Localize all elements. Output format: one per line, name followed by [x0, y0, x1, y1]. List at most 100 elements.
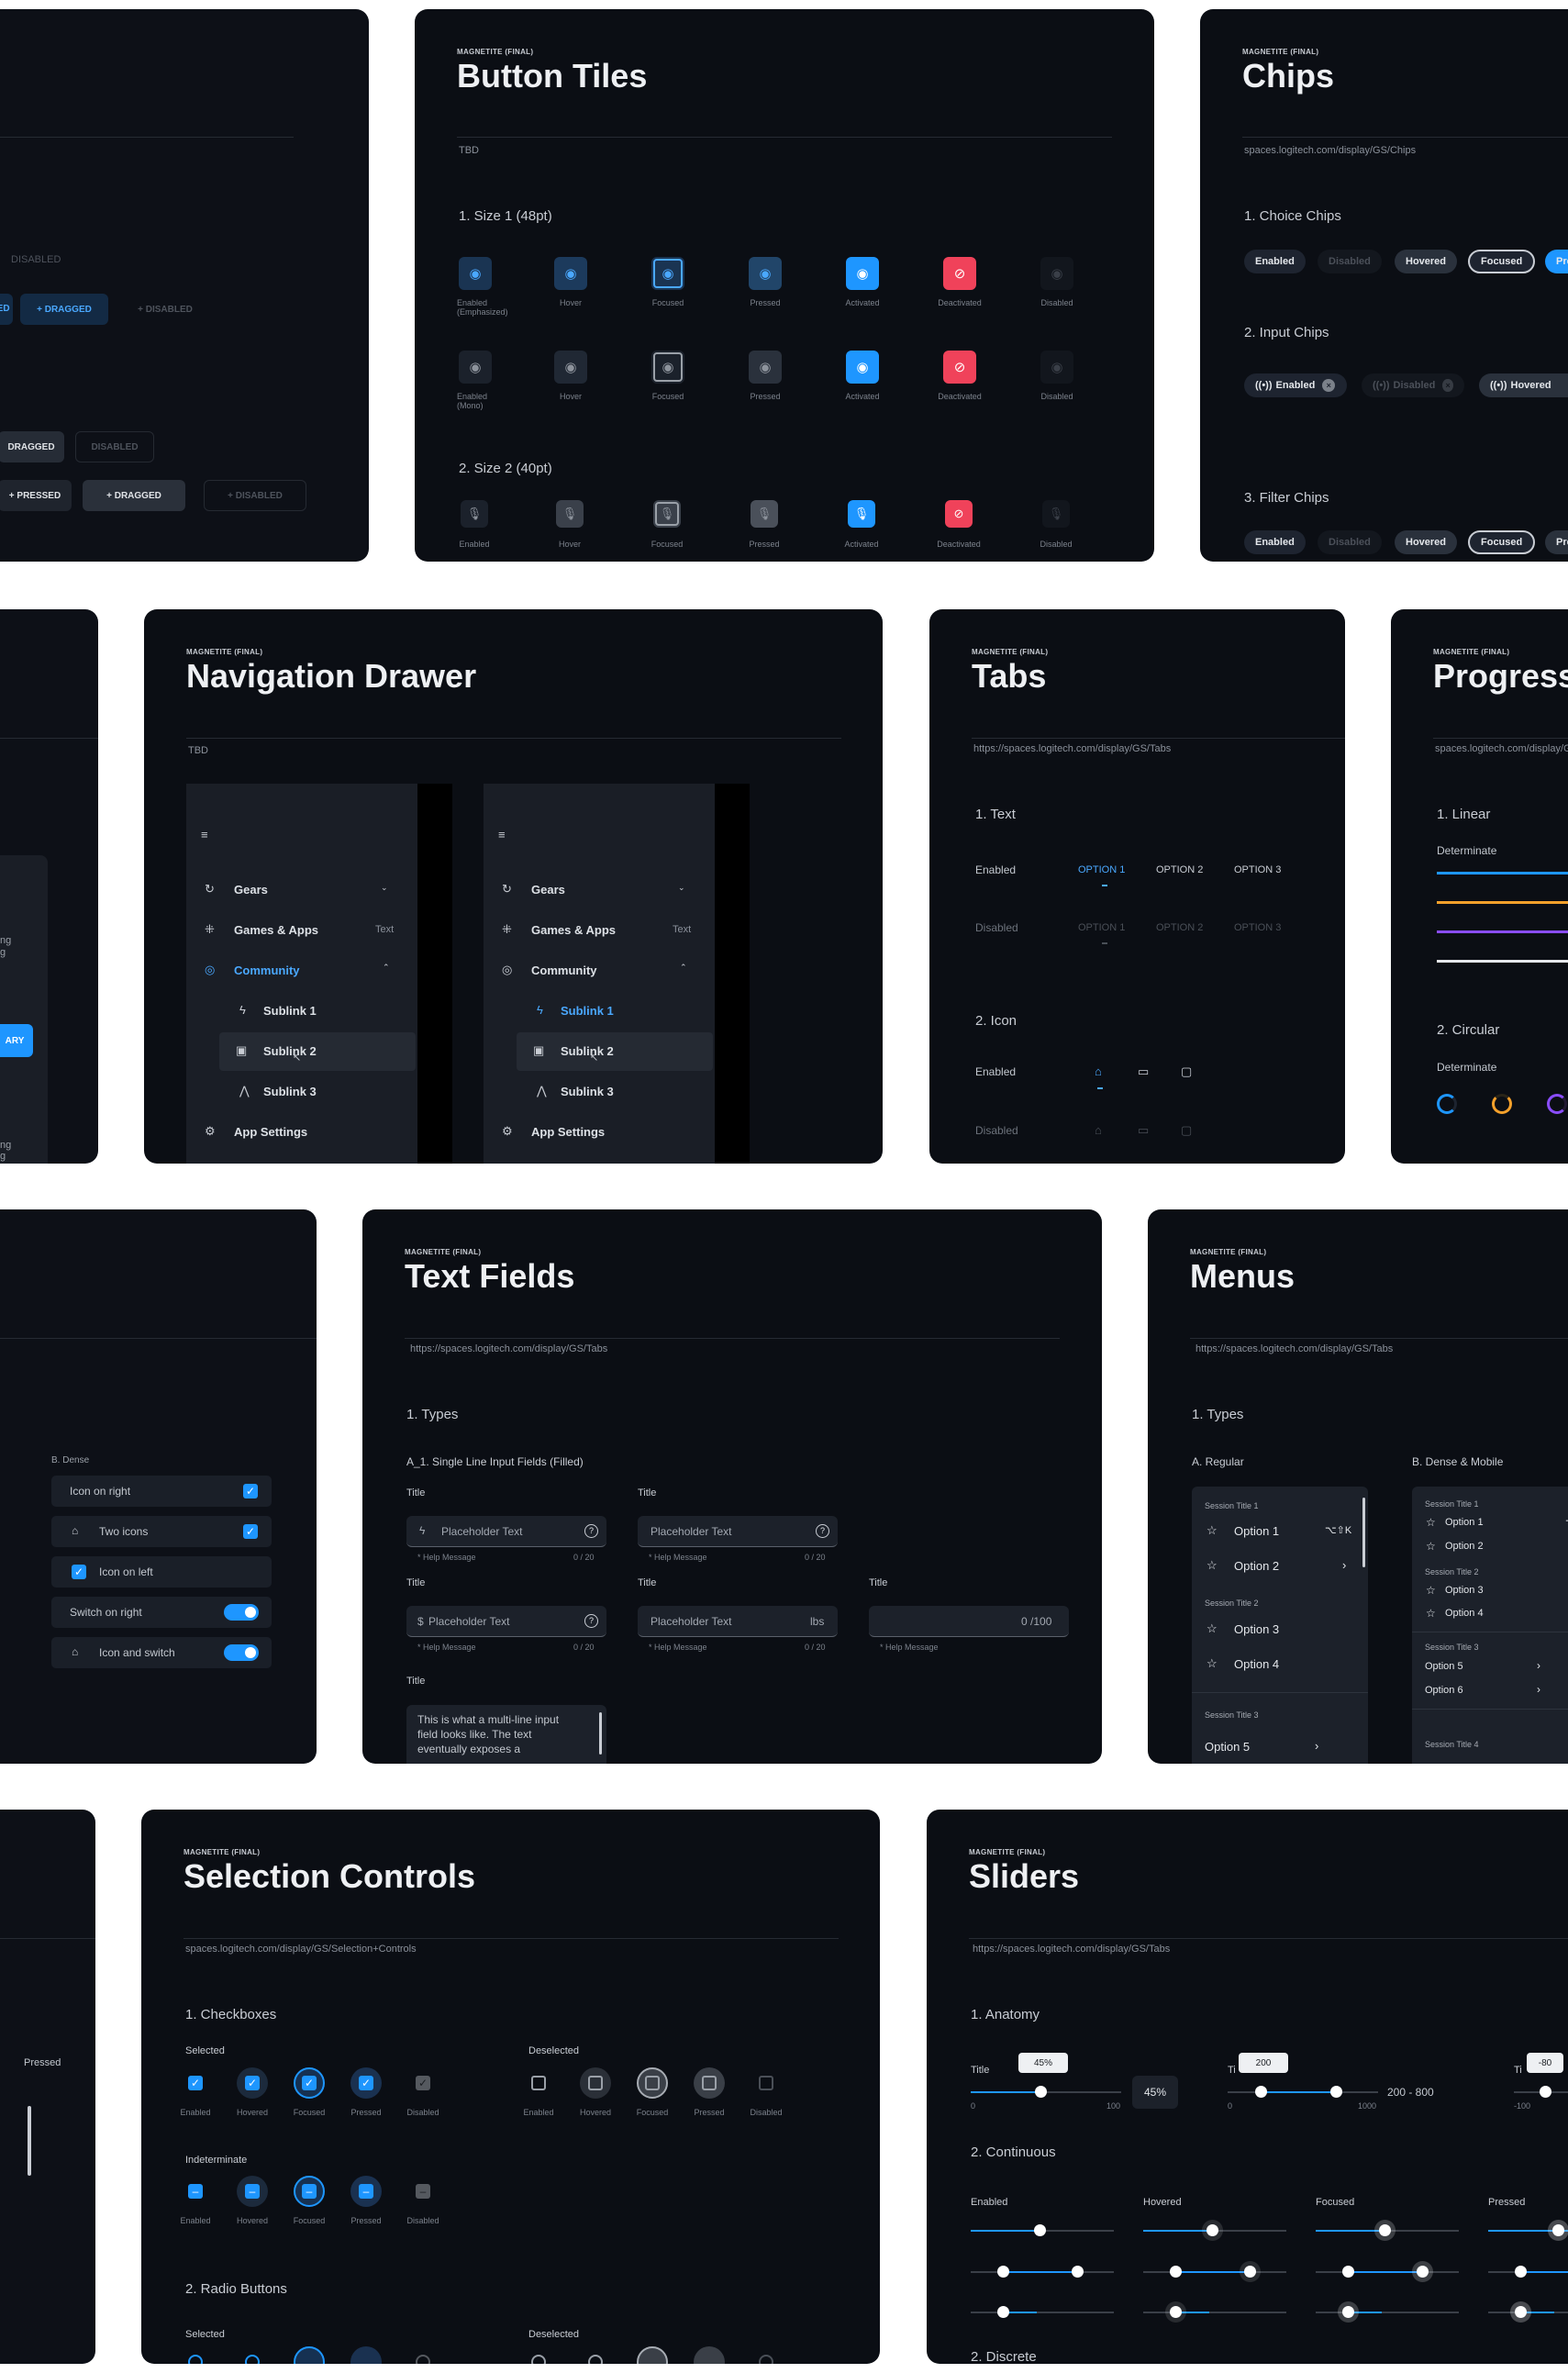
chevron-up-icon[interactable]: ⌃ [383, 963, 390, 972]
tab-option-1[interactable]: OPTION 1 [1078, 864, 1126, 875]
chevron-down-icon[interactable]: ⌄ [381, 883, 388, 892]
radio-unselected[interactable] [588, 2355, 603, 2364]
radio-selected[interactable] [245, 2355, 260, 2364]
radio-unselected[interactable] [531, 2355, 546, 2364]
checkbox-indeterminate[interactable]: – [359, 2184, 373, 2199]
slider-thumb[interactable] [1515, 2306, 1527, 2318]
menu-item-option-4[interactable]: Option 4 [1234, 1657, 1280, 1671]
scrollbar-pressed[interactable] [28, 2106, 31, 2176]
text-field[interactable] [638, 1516, 838, 1547]
text-field-unit[interactable] [638, 1606, 838, 1637]
menu-item-option-6[interactable]: Option 6 [1425, 1685, 1463, 1696]
nav-item-games-apps[interactable]: Games & Apps [531, 923, 616, 937]
text-field-currency[interactable] [406, 1606, 606, 1637]
sed-button[interactable]: SED [0, 294, 13, 325]
microphone-icon[interactable]: 🎙 [751, 500, 778, 528]
slider-thumb[interactable] [1035, 2086, 1047, 2098]
chip-disabled[interactable]: Disabled [1318, 250, 1382, 273]
filter-chip-disabled[interactable]: Disabled [1318, 530, 1382, 554]
dragged-button[interactable]: + DRAGGED [20, 294, 108, 325]
list-item-icon-right[interactable] [51, 1476, 272, 1507]
eye-icon[interactable]: ◉ [651, 257, 684, 290]
menu-item-option-1[interactable]: Option 1 [1445, 1517, 1484, 1528]
primary-button[interactable]: ARY [0, 1024, 33, 1057]
slider-track[interactable] [1316, 2312, 1459, 2313]
nav-item-games-apps[interactable]: Games & Apps [234, 923, 318, 937]
eye-icon[interactable]: ◉ [846, 351, 879, 384]
slider-thumb-low[interactable] [1170, 2266, 1182, 2278]
slider-thumb-high[interactable] [1072, 2266, 1084, 2278]
nav-item-app-settings[interactable]: App Settings [234, 1125, 308, 1139]
nav-item-sublink-3[interactable]: Sublink 3 [263, 1085, 317, 1098]
slider-thumb-low[interactable] [1255, 2086, 1267, 2098]
checkbox-indeterminate[interactable]: – [302, 2184, 317, 2199]
nav-item-community[interactable]: Community [531, 964, 597, 977]
slider-thumb[interactable] [997, 2306, 1009, 2318]
slider-thumb-high[interactable] [1330, 2086, 1342, 2098]
filter-chip-focused[interactable]: Focused [1468, 530, 1536, 554]
slider-thumb-low[interactable] [1515, 2266, 1527, 2278]
input-chip-disabled[interactable]: ((•)) Disabled × [1362, 373, 1464, 397]
checkbox-checked[interactable]: ✓ [245, 2076, 260, 2090]
keyboard-icon[interactable]: ▭ [1138, 1064, 1150, 1078]
help-icon[interactable]: ? [584, 1524, 598, 1538]
eye-icon[interactable]: ◉ [846, 257, 879, 290]
text-field-counter[interactable] [869, 1606, 1069, 1637]
nav-item-community[interactable]: Community [234, 964, 300, 977]
input-chip-hovered[interactable]: ((•)) Hovered [1479, 373, 1568, 397]
slider-thumb-low[interactable] [997, 2266, 1009, 2278]
chevron-up-icon[interactable]: ⌃ [680, 963, 687, 972]
disabled-button-3[interactable]: + DISABLED [204, 480, 306, 511]
checkbox-unchecked[interactable] [702, 2076, 717, 2090]
menu-item-option-2[interactable]: Option 2 [1234, 1559, 1280, 1573]
slider-thumb-high[interactable] [1417, 2266, 1429, 2278]
slider-track[interactable] [971, 2312, 1114, 2313]
microphone-icon[interactable]: 🎙 [653, 500, 681, 528]
nav-item-sublink-1[interactable]: Sublink 1 [561, 1004, 614, 1018]
radio-selected[interactable] [188, 2355, 203, 2364]
menu-icon[interactable]: ≡ [201, 828, 208, 841]
disabled-button[interactable]: + DISABLED [138, 304, 193, 315]
microphone-icon[interactable]: 🎙 [461, 500, 488, 528]
eye-off-icon[interactable]: ⊘ [943, 351, 976, 384]
eye-icon[interactable]: ◉ [749, 257, 782, 290]
toggle-switch[interactable] [224, 1644, 259, 1661]
eye-icon[interactable]: ◉ [459, 257, 492, 290]
text-field-icon[interactable] [406, 1516, 606, 1547]
filter-chip-pressed[interactable]: Pre [1545, 530, 1568, 554]
checkbox-checked[interactable]: ✓ [243, 1524, 258, 1539]
menu-icon[interactable]: ≡ [498, 828, 506, 841]
microphone-icon[interactable]: 🎙 [556, 500, 584, 528]
filter-chip-enabled[interactable]: Enabled [1244, 530, 1306, 554]
microphone-icon[interactable]: 🎙 [1042, 500, 1070, 528]
checkbox-checked[interactable]: ✓ [243, 1484, 258, 1498]
checkbox-unchecked[interactable] [645, 2076, 660, 2090]
checkbox-unchecked[interactable] [531, 2076, 546, 2090]
dragged-button-2[interactable]: DRAGGED [0, 431, 64, 462]
list-item-icon-left[interactable] [51, 1556, 272, 1588]
slider-thumb[interactable] [1379, 2224, 1391, 2236]
dragged-button-3[interactable]: + DRAGGED [83, 480, 185, 511]
chip-hovered[interactable]: Hovered [1395, 250, 1458, 273]
slider-thumb[interactable] [1342, 2306, 1354, 2318]
checkbox-indeterminate[interactable]: – [188, 2184, 203, 2199]
slider-thumb-high[interactable] [1244, 2266, 1256, 2278]
monitor-icon[interactable]: ▢ [1181, 1064, 1193, 1078]
microphone-off-icon[interactable]: ⊘ [945, 500, 973, 528]
checkbox-checked[interactable]: ✓ [72, 1565, 86, 1579]
toggle-switch[interactable] [224, 1604, 259, 1621]
menu-item-option-4[interactable]: Option 4 [1445, 1608, 1484, 1619]
slider-thumb[interactable] [1170, 2306, 1182, 2318]
checkbox-unchecked[interactable] [588, 2076, 603, 2090]
eye-icon[interactable]: ◉ [749, 351, 782, 384]
menu-item-option-5[interactable]: Option 5 [1425, 1661, 1463, 1672]
help-icon[interactable]: ? [584, 1614, 598, 1628]
slider-thumb[interactable] [1034, 2224, 1046, 2236]
checkbox-checked[interactable]: ✓ [302, 2076, 317, 2090]
help-icon[interactable]: ? [816, 1524, 829, 1538]
menu-item-option-3[interactable]: Option 3 [1445, 1585, 1484, 1596]
eye-icon[interactable]: ◉ [554, 257, 587, 290]
mouse-icon[interactable]: ⌂ [1095, 1064, 1102, 1078]
list-item-two-icons[interactable] [51, 1516, 272, 1547]
eye-icon[interactable]: ◉ [554, 351, 587, 384]
